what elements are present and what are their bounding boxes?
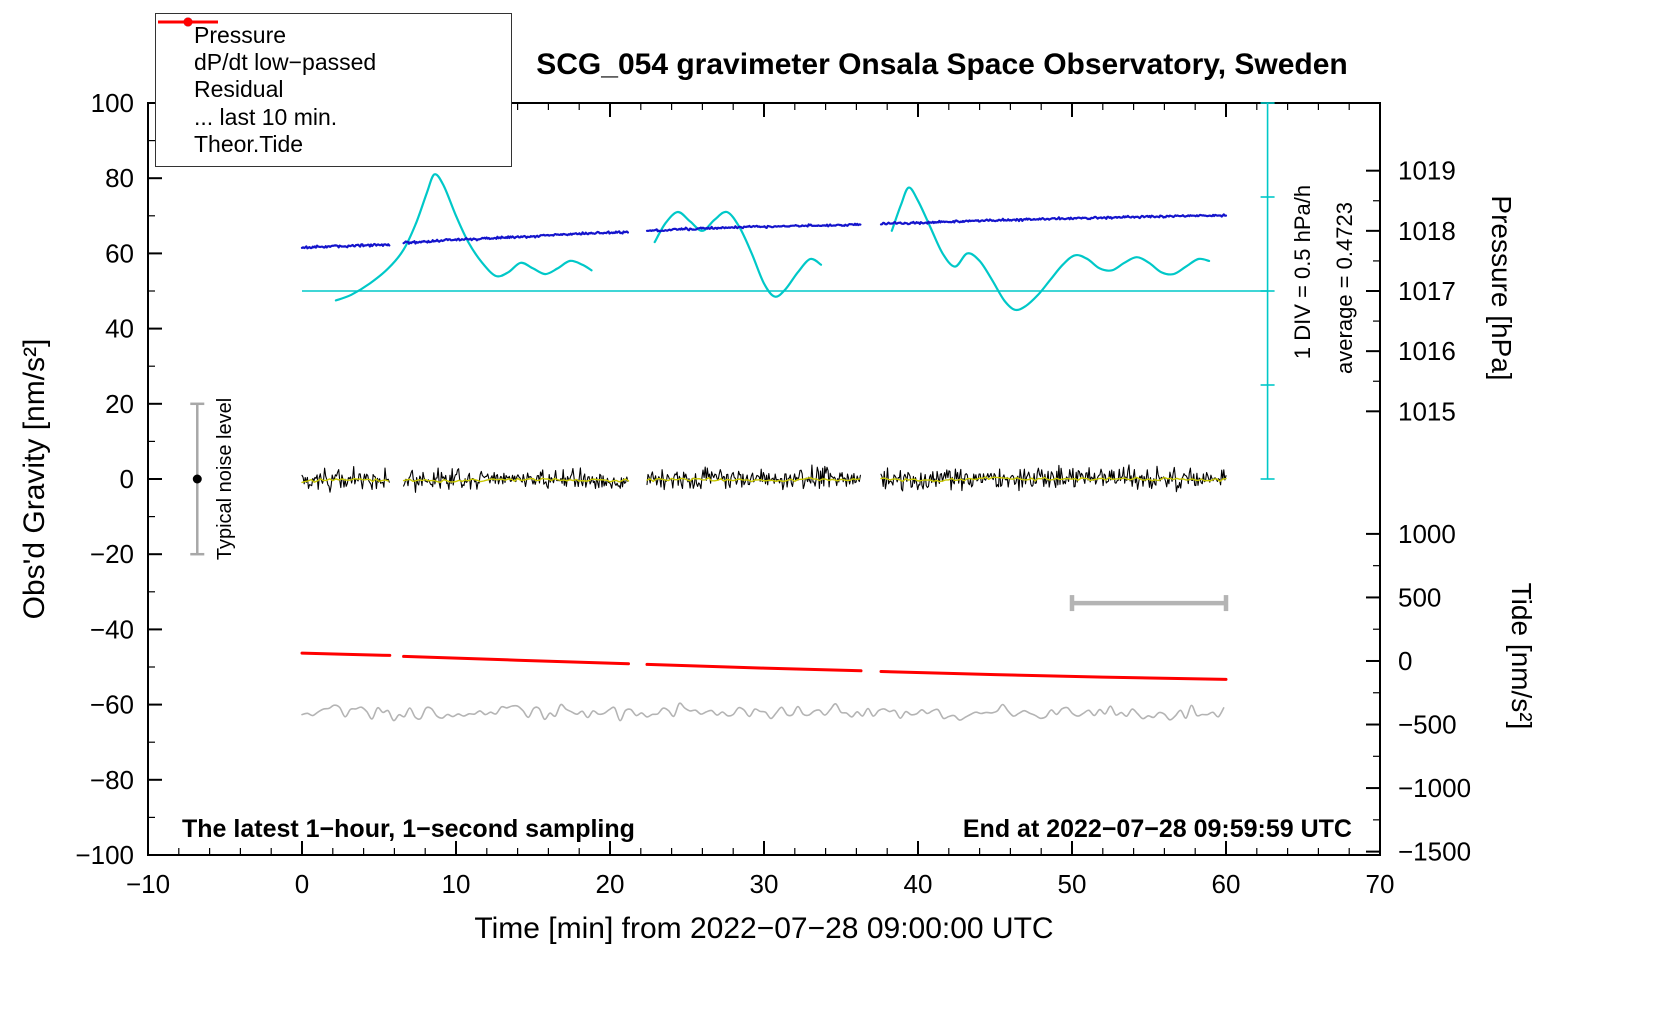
tide-tick-label: 1000 — [1398, 519, 1456, 549]
legend-dot — [183, 17, 193, 27]
series-theor-tide — [879, 670, 1228, 681]
y-tick-label: −40 — [90, 614, 134, 644]
y-tick-label: 100 — [91, 88, 134, 118]
series-dpdt-lowpassed — [334, 173, 593, 302]
series-residual-lowpassed — [646, 477, 861, 483]
x-tick-label: 70 — [1366, 869, 1395, 899]
legend-label: Theor.Tide — [194, 130, 304, 157]
series-residual — [403, 467, 629, 493]
legend-item-last-10-min: ... last 10 min. — [158, 20, 501, 131]
legend-item-residual: Residual — [158, 21, 501, 103]
pressure-tick-label: 1018 — [1398, 216, 1456, 246]
x-tick-label: 0 — [295, 869, 309, 899]
legend-item-dpdt-lowpassed: dP/dt low−passed — [158, 17, 501, 76]
tide-axis-title: Tide [nm/s²] — [1506, 583, 1537, 730]
y-tick-label: −60 — [90, 690, 134, 720]
tide-tick-label: −500 — [1398, 710, 1457, 740]
x-axis-title: Time [min] from 2022−07−28 09:00:00 UTC — [474, 912, 1054, 945]
tide-tick-label: 0 — [1398, 646, 1412, 676]
series-theor-tide — [645, 662, 863, 673]
y-tick-label: −20 — [90, 539, 134, 569]
legend-label: ... last 10 min. — [194, 103, 338, 130]
series-pressure — [879, 213, 1228, 226]
legend-item-theor-tide: Theor.Tide — [158, 17, 501, 158]
series-pressure — [645, 222, 862, 233]
y-tick-label: 20 — [105, 389, 134, 419]
series-residual — [646, 464, 861, 491]
chart-title: SCG_054 gravimeter Onsala Space Observat… — [536, 48, 1348, 81]
x-tick-label: 50 — [1058, 869, 1087, 899]
x-tick-label: 10 — [442, 869, 471, 899]
series-pressure — [402, 230, 629, 245]
legend-label: Residual — [194, 76, 284, 103]
tide-tick-label: −1500 — [1398, 837, 1471, 867]
legend-label: Pressure — [194, 22, 287, 49]
series-pressure — [300, 242, 391, 250]
y-tick-label: 60 — [105, 238, 134, 268]
legend-item-pressure: Pressure — [158, 17, 501, 49]
annotation-sampling: The latest 1−hour, 1−second sampling — [182, 815, 635, 843]
tide-tick-label: −1000 — [1398, 773, 1471, 803]
y-tick-label: 80 — [105, 163, 134, 193]
x-tick-label: 20 — [596, 869, 625, 899]
pressure-tick-label: 1019 — [1398, 156, 1456, 186]
series-last-10-min — [301, 702, 1225, 722]
y-tick-label: 40 — [105, 314, 134, 344]
series-residual-lowpassed — [880, 476, 1227, 483]
noise-level-label: Typical noise level — [214, 398, 236, 560]
legend-label: dP/dt low−passed — [194, 49, 377, 76]
series-theor-tide — [300, 651, 392, 657]
legend: Pressure dP/dt low−passed Residual... last… — [155, 13, 512, 167]
average-label: average = 0.4723 — [1332, 202, 1357, 374]
pressure-tick-label: 1015 — [1398, 396, 1456, 426]
x-tick-label: 30 — [750, 869, 779, 899]
pressure-tick-label: 1016 — [1398, 336, 1456, 366]
tide-tick-label: 500 — [1398, 582, 1441, 612]
x-tick-label: −10 — [126, 869, 170, 899]
series-residual — [880, 464, 1227, 493]
y-tick-label: −80 — [90, 765, 134, 795]
x-tick-label: 60 — [1212, 869, 1241, 899]
series-residual — [301, 466, 390, 493]
y-tick-label: −100 — [75, 840, 134, 870]
noise-marker-dot — [192, 474, 202, 484]
pressure-tick-label: 1017 — [1398, 276, 1456, 306]
pressure-axis-title: Pressure [hPa] — [1486, 195, 1517, 380]
y-tick-label: 0 — [120, 464, 134, 494]
series-residual-lowpassed — [301, 478, 389, 484]
series-dpdt-lowpassed — [890, 186, 1211, 312]
series-residual-lowpassed — [402, 477, 630, 483]
series-theor-tide — [402, 654, 630, 666]
x-tick-label: 40 — [904, 869, 933, 899]
div-scale-label: 1 DIV = 0.5 hPa/h — [1290, 185, 1315, 359]
annotation-end-time: End at 2022−07−28 09:59:59 UTC — [962, 815, 1352, 843]
legend-marker-theor-tide — [158, 17, 218, 27]
left-axis-title: Obs'd Gravity [nm/s²] — [18, 339, 51, 620]
